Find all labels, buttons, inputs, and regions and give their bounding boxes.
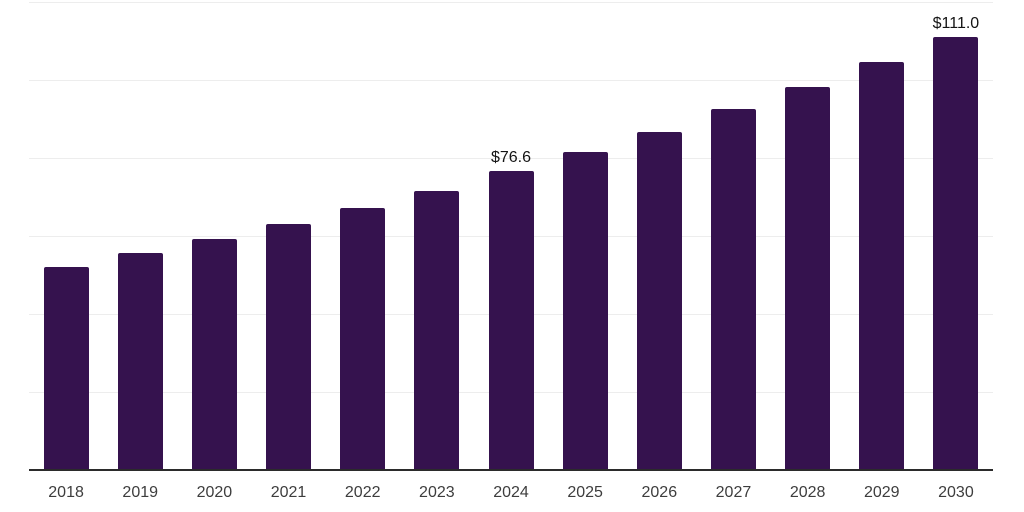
bar-2028 bbox=[785, 86, 831, 470]
plot-area: $76.6 $111.0 bbox=[29, 2, 993, 471]
bar-2020 bbox=[191, 238, 237, 470]
bar-2024 bbox=[488, 171, 534, 470]
data-label-2030: $111.0 bbox=[932, 15, 980, 33]
bar-2025 bbox=[562, 152, 608, 470]
data-label-2024: $76.6 bbox=[490, 149, 532, 167]
x-tick-label-2030: 2030 bbox=[938, 484, 974, 501]
bar-2018 bbox=[43, 266, 89, 470]
x-axis-labels: 2018 2019 2020 2021 2022 2023 2024 2025 2026 2027… bbox=[29, 484, 993, 504]
bar-2026 bbox=[636, 131, 682, 470]
x-tick-label-2021: 2021 bbox=[270, 484, 307, 501]
x-tick-label-2019: 2019 bbox=[122, 484, 159, 501]
x-tick-label-2025: 2025 bbox=[567, 484, 603, 501]
bar-2022 bbox=[340, 208, 386, 470]
x-tick-label-2022: 2022 bbox=[344, 484, 381, 501]
x-tick-label-2028: 2028 bbox=[789, 484, 826, 501]
x-tick-label-2023: 2023 bbox=[419, 484, 455, 501]
gridline-100 bbox=[29, 80, 993, 81]
x-tick-label-2020: 2020 bbox=[196, 484, 233, 501]
x-tick-label-2018: 2018 bbox=[48, 484, 84, 501]
bar-2027 bbox=[710, 109, 756, 470]
gridline-120 bbox=[29, 2, 993, 3]
bar-2023 bbox=[414, 190, 460, 470]
bar-2019 bbox=[117, 252, 163, 470]
x-tick-label-2027: 2027 bbox=[715, 484, 752, 501]
x-tick-label-2024: 2024 bbox=[493, 484, 529, 501]
x-axis-line bbox=[29, 469, 993, 471]
x-tick-label-2026: 2026 bbox=[641, 484, 678, 501]
bar-2029 bbox=[859, 62, 905, 470]
bar-2030 bbox=[933, 37, 979, 470]
gridline-80 bbox=[29, 158, 993, 159]
bar-2021 bbox=[266, 224, 312, 470]
x-tick-label-2029: 2029 bbox=[863, 484, 900, 501]
